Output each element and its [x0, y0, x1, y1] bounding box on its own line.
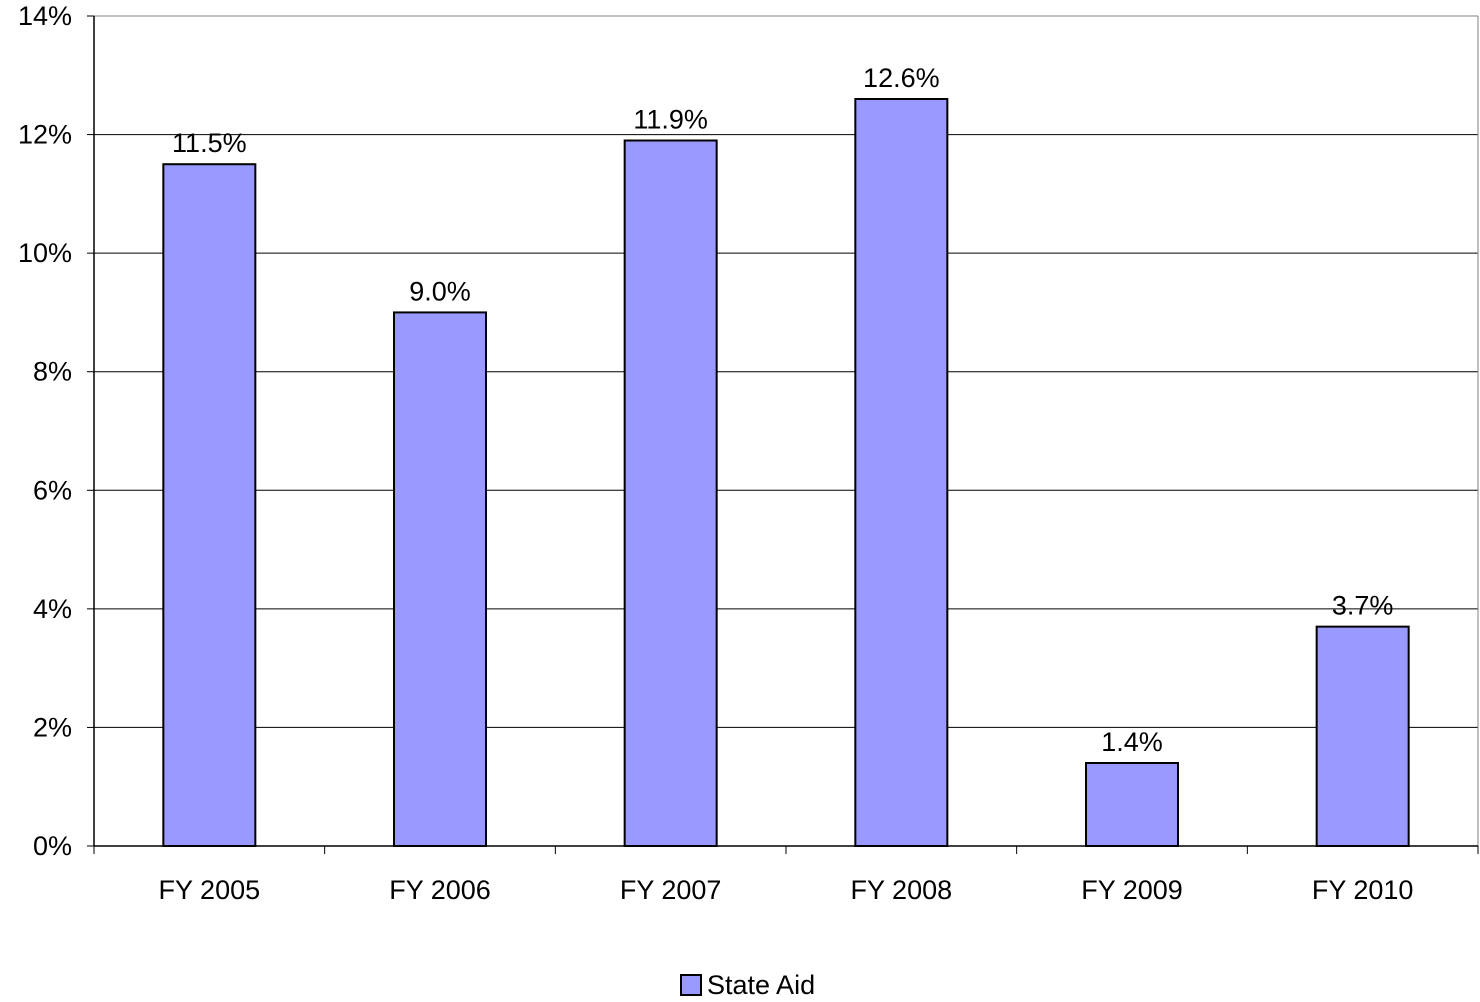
x-tick-label: FY 2006	[389, 875, 491, 905]
y-tick-label: 8%	[33, 357, 72, 387]
x-tick-label: FY 2010	[1312, 875, 1414, 905]
axes	[93, 15, 1479, 847]
data-label: 11.9%	[633, 105, 708, 135]
data-labels: 11.5% 9.0% 11.9% 12.6% 1.4% 3.7%	[172, 63, 1393, 757]
y-tick-label: 4%	[33, 594, 72, 624]
y-axis-ticks: 0% 2% 4% 6% 8% 10% 12% 14%	[18, 1, 94, 861]
data-label: 1.4%	[1101, 727, 1163, 757]
data-label: 12.6%	[863, 63, 940, 93]
y-tick-label: 10%	[18, 238, 72, 268]
x-tick-label: FY 2008	[851, 875, 953, 905]
legend: State Aid	[680, 970, 815, 1000]
y-tick-label: 6%	[33, 475, 72, 505]
bar-fy-2007	[623, 139, 718, 847]
legend-swatch-state-aid	[680, 974, 702, 996]
bar-fy-2010	[1315, 625, 1410, 848]
y-tick-label: 12%	[18, 120, 72, 150]
bars	[162, 98, 1410, 848]
x-tick-label: FY 2005	[159, 875, 261, 905]
x-tick-label: FY 2009	[1081, 875, 1183, 905]
y-tick-label: 14%	[18, 1, 72, 31]
data-label: 11.5%	[172, 128, 247, 158]
data-label: 3.7%	[1332, 591, 1394, 621]
bar-fy-2006	[393, 311, 487, 847]
y-tick-label: 0%	[33, 831, 72, 861]
x-axis-ticks: FY 2005 FY 2006 FY 2007 FY 2008 FY 2009 FY 20…	[93, 846, 1479, 905]
y-tick-label: 2%	[33, 712, 72, 742]
bar-fy-2009	[1085, 762, 1179, 847]
data-label: 9.0%	[409, 276, 471, 306]
bar-fy-2008	[854, 98, 949, 847]
bar-fy-2005	[162, 163, 257, 847]
gridlines	[94, 15, 1478, 728]
x-tick-label: FY 2007	[620, 875, 722, 905]
legend-label-state-aid: State Aid	[707, 970, 815, 1000]
